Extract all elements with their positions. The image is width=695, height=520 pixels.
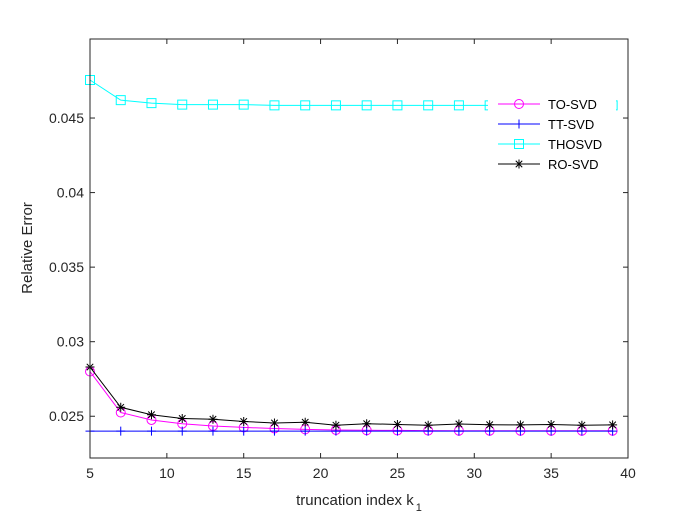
data-point [300,100,311,111]
x-axis-label-subscript: 1 [416,502,422,514]
data-point [392,100,403,111]
x-tick-label: 5 [86,465,94,481]
legend-label: THOSVD [548,137,602,152]
data-point [208,414,218,424]
data-point [485,420,495,430]
x-tick-label: 35 [543,465,559,481]
x-tick-label: 10 [159,465,175,481]
y-tick-label: 0.035 [49,259,84,275]
data-point [208,426,218,436]
data-point [269,418,279,428]
y-tick-label: 0.04 [57,185,84,201]
legend-item: TO-SVD [498,97,597,112]
y-axis-label: Relative Error [19,202,36,294]
data-point [116,426,126,436]
legend-marker [514,99,524,109]
data-point [115,95,126,106]
series-tt-svd [85,426,618,436]
data-point [331,420,341,430]
data-point [269,426,279,436]
x-tick-label: 20 [313,465,329,481]
data-point [269,100,280,111]
data-point [116,402,126,412]
data-point [577,420,587,430]
y-tick-label: 0.03 [57,334,84,350]
legend: TO-SVD TT-SVD THOSVD RO-SVD [488,94,616,178]
data-point [177,426,187,436]
legend-marker [514,119,524,129]
y-tick-label: 0.025 [49,408,84,424]
x-tick-label: 40 [620,465,636,481]
data-point [608,420,618,430]
data-point [300,417,310,427]
data-point [423,420,433,430]
data-point [177,99,188,110]
data-point [454,419,464,429]
data-point [515,420,525,430]
data-point [330,100,341,111]
data-point [239,426,249,436]
legend-item: TT-SVD [498,117,594,132]
x-tick-label: 30 [466,465,482,481]
data-point [546,419,556,429]
y-axis: 0.025 0.03 0.035 0.04 0.045 [49,110,628,424]
data-point [207,99,218,110]
data-point [239,416,249,426]
series-line [89,366,613,426]
legend-item: RO-SVD [498,157,599,172]
y-tick-label: 0.045 [49,110,84,126]
x-axis-label-text: truncation index k [296,492,414,509]
x-axis: 5 10 15 20 25 30 35 40 [86,39,636,481]
data-point [146,410,156,420]
data-point [146,98,157,109]
x-tick-label: 25 [390,465,406,481]
data-point [423,100,434,111]
data-point [361,100,372,111]
data-point [177,413,187,423]
legend-item: THOSVD [498,137,602,152]
x-tick-label: 15 [236,465,252,481]
legend-label: TO-SVD [548,97,597,112]
legend-marker [514,159,524,169]
data-point [146,426,156,436]
legend-label: TT-SVD [548,117,594,132]
data-point [392,419,402,429]
plot-frame [89,38,629,459]
data-point [453,100,464,111]
legend-marker [514,139,524,149]
data-point [362,419,372,429]
data-point [300,426,310,436]
data-point [238,99,249,110]
legend-label: RO-SVD [548,157,599,172]
